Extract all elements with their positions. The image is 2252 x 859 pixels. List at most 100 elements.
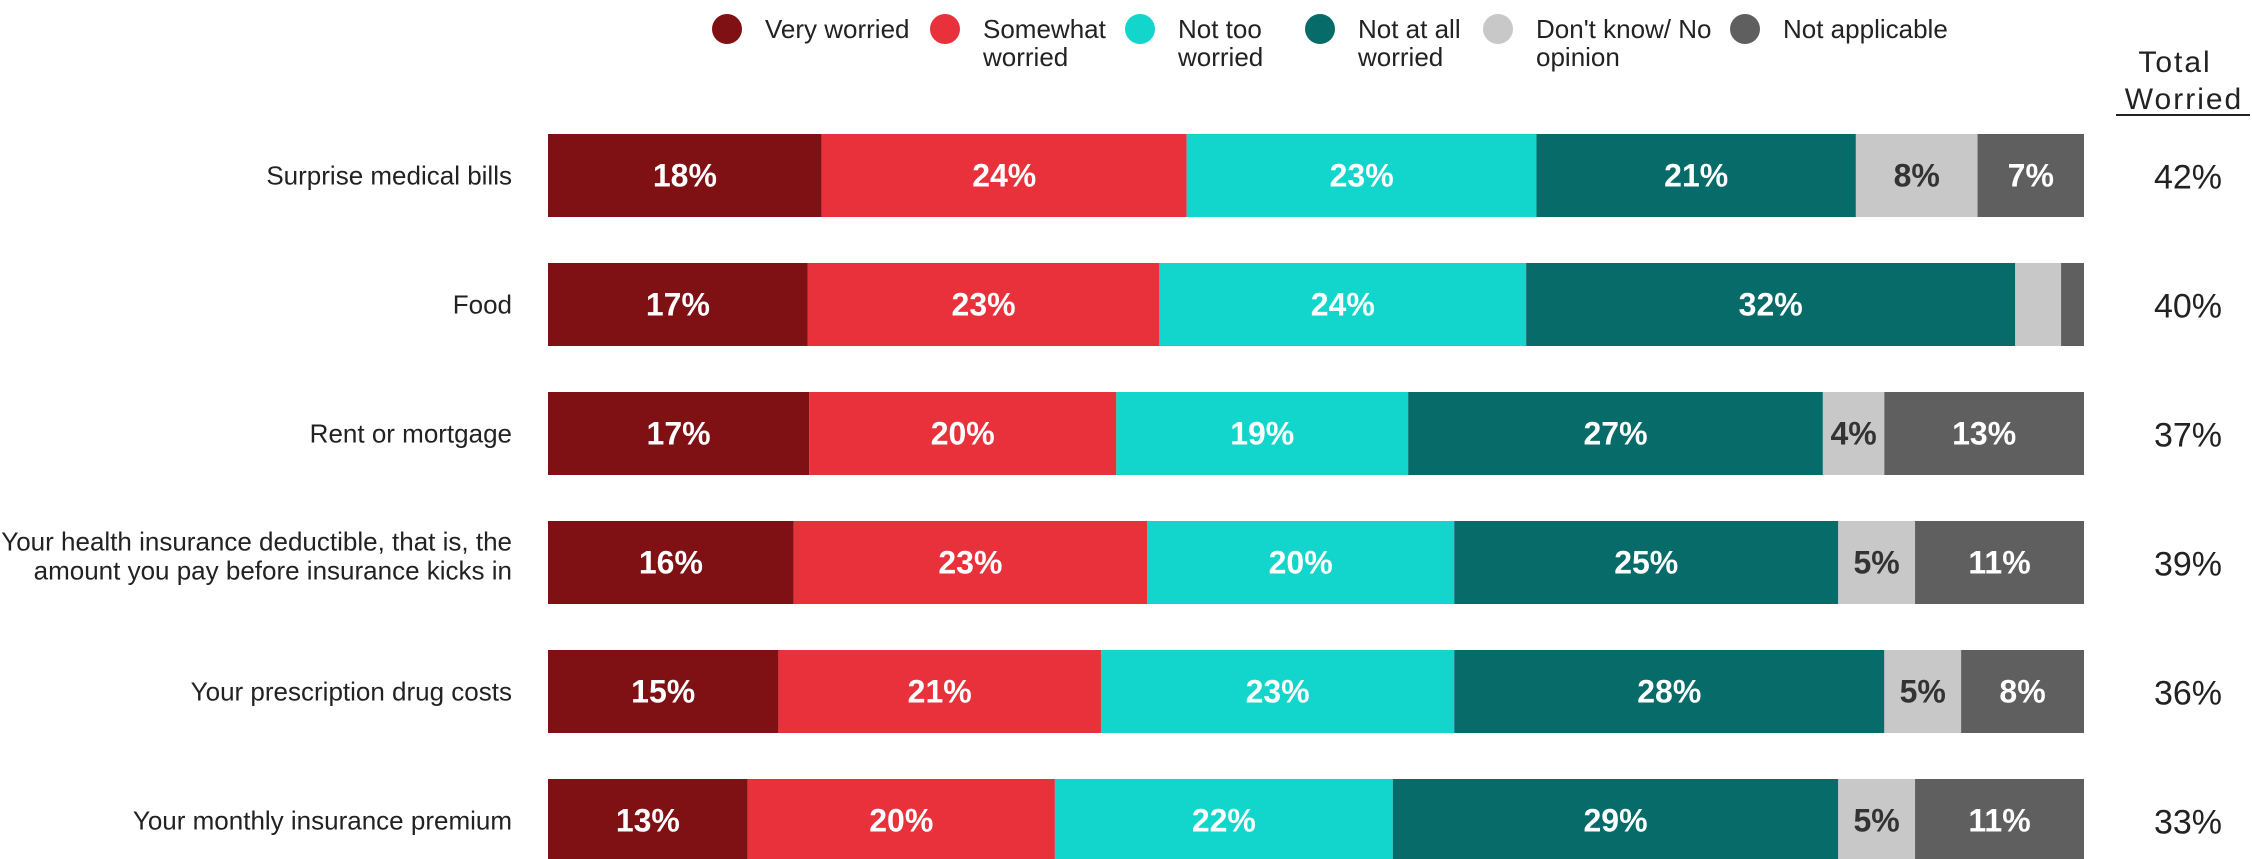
legend-swatch-don-t-know-no-opinion (1483, 14, 1513, 44)
data-label: 23% (1246, 674, 1310, 710)
bar-very-worried (548, 134, 822, 217)
data-label: 8% (1999, 674, 2045, 710)
total-worried-value: 40% (2154, 288, 2222, 326)
legend-label: Don't know/ No (1536, 14, 1712, 44)
data-label: 17% (646, 287, 710, 323)
data-label: 5% (1854, 545, 1900, 581)
bar-not-at-all-worried (1536, 134, 1856, 217)
legend-label: Not too (1178, 14, 1262, 44)
bar-not-too-worried (1147, 521, 1455, 604)
category-label: Surprise medical bills (266, 161, 512, 191)
bar-not-at-all-worried (1526, 263, 2016, 346)
data-label: 8% (1894, 158, 1940, 194)
bar-don-t-know-no-opinion (1855, 134, 1978, 217)
bar-don-t-know-no-opinion (1838, 521, 1916, 604)
data-label: 13% (616, 803, 680, 839)
row-your-prescription-drug-costs: Your prescription drug costs 15% 21% 23% 28%… (191, 650, 2222, 733)
total-header-line-2: Worried (2125, 83, 2243, 116)
bar-not-applicable (2061, 263, 2084, 346)
data-label: 23% (952, 287, 1016, 323)
bar-don-t-know-no-opinion (2015, 263, 2062, 346)
data-label: 17% (647, 416, 711, 452)
category-label: Your health insurance deductible, that i… (1, 527, 512, 557)
row-food: Food 17% 23% 24% 32% 40% (453, 263, 2222, 346)
row-rent-or-mortgage: Rent or mortgage 17% 20% 19% 27% 4% 13% 37% (310, 392, 2222, 475)
data-label: 16% (639, 545, 703, 581)
bar-very-worried (548, 392, 810, 475)
row-surprise-medical-bills: Surprise medical bills 18% 24% 23% 21% 8% 7% 42… (266, 134, 2222, 217)
legend-label: Very worried (765, 14, 910, 44)
category-label: Your monthly insurance premium (133, 806, 512, 836)
bar-not-at-all-worried (1454, 650, 1885, 733)
bar-not-too-worried (1159, 263, 1527, 346)
legend-swatch-not-at-all-worried (1305, 14, 1335, 44)
bar-somewhat-worried (778, 650, 1101, 733)
total-worried-header: Total Worried (2116, 46, 2250, 116)
data-label: 29% (1583, 803, 1647, 839)
category-label: Food (453, 290, 512, 320)
bar-not-at-all-worried (1392, 779, 1839, 859)
data-label: 13% (1952, 416, 2016, 452)
data-label: 27% (1583, 416, 1647, 452)
total-worried-value: 36% (2154, 675, 2222, 713)
data-label: 23% (1330, 158, 1394, 194)
category-label: Your prescription drug costs (191, 677, 512, 707)
legend-item-not-applicable: Not applicable (1730, 14, 1948, 44)
bar-not-too-worried (1116, 392, 1409, 475)
legend-label: opinion (1536, 42, 1620, 72)
bar-not-too-worried (1100, 650, 1455, 733)
bar-not-applicable (1977, 134, 2084, 217)
data-label: 21% (1664, 158, 1728, 194)
data-label: 4% (1830, 416, 1876, 452)
bar-don-t-know-no-opinion (1838, 779, 1916, 859)
row-your-monthly-insurance-premium: Your monthly insurance premium 13% 20% 22% 2… (133, 779, 2222, 859)
bar-not-too-worried (1186, 134, 1537, 217)
data-label: 21% (908, 674, 972, 710)
bar-somewhat-worried (747, 779, 1055, 859)
legend-label: worried (1177, 42, 1263, 72)
data-label: 24% (972, 158, 1036, 194)
category-label: Rent or mortgage (310, 419, 512, 449)
data-label: 20% (931, 416, 995, 452)
bar-don-t-know-no-opinion (1822, 392, 1885, 475)
bar-not-too-worried (1054, 779, 1393, 859)
data-label: 11% (1968, 803, 2030, 839)
total-worried-value: 39% (2154, 546, 2222, 584)
bar-not-at-all-worried (1454, 521, 1839, 604)
data-label: 25% (1614, 545, 1678, 581)
data-label: 11% (1968, 545, 2030, 581)
bar-very-worried (548, 521, 794, 604)
bar-somewhat-worried (793, 521, 1148, 604)
data-label: 5% (1854, 803, 1900, 839)
legend-item-very-worried: Very worried (712, 14, 910, 44)
data-label: 20% (869, 803, 933, 839)
data-label: 22% (1192, 803, 1256, 839)
data-label: 24% (1311, 287, 1375, 323)
bar-don-t-know-no-opinion (1884, 650, 1962, 733)
data-label: 20% (1269, 545, 1333, 581)
data-label: 5% (1900, 674, 1946, 710)
data-label: 23% (938, 545, 1002, 581)
legend-label: Somewhat (983, 14, 1107, 44)
bar-very-worried (548, 779, 748, 859)
legend-swatch-somewhat-worried (930, 14, 960, 44)
bar-somewhat-worried (821, 134, 1187, 217)
legend-swatch-very-worried (712, 14, 742, 44)
data-label: 7% (2008, 158, 2054, 194)
total-worried-value: 42% (2154, 159, 2222, 197)
legend-swatch-not-applicable (1730, 14, 1760, 44)
data-label: 32% (1739, 287, 1803, 323)
total-worried-value: 33% (2154, 804, 2222, 842)
bar-not-applicable (1915, 779, 2084, 859)
bar-not-at-all-worried (1408, 392, 1823, 475)
legend-label: worried (982, 42, 1068, 72)
legend-swatch-not-too-worried (1125, 14, 1155, 44)
bar-not-applicable (1884, 392, 2084, 475)
legend-label: Not at all (1358, 14, 1461, 44)
